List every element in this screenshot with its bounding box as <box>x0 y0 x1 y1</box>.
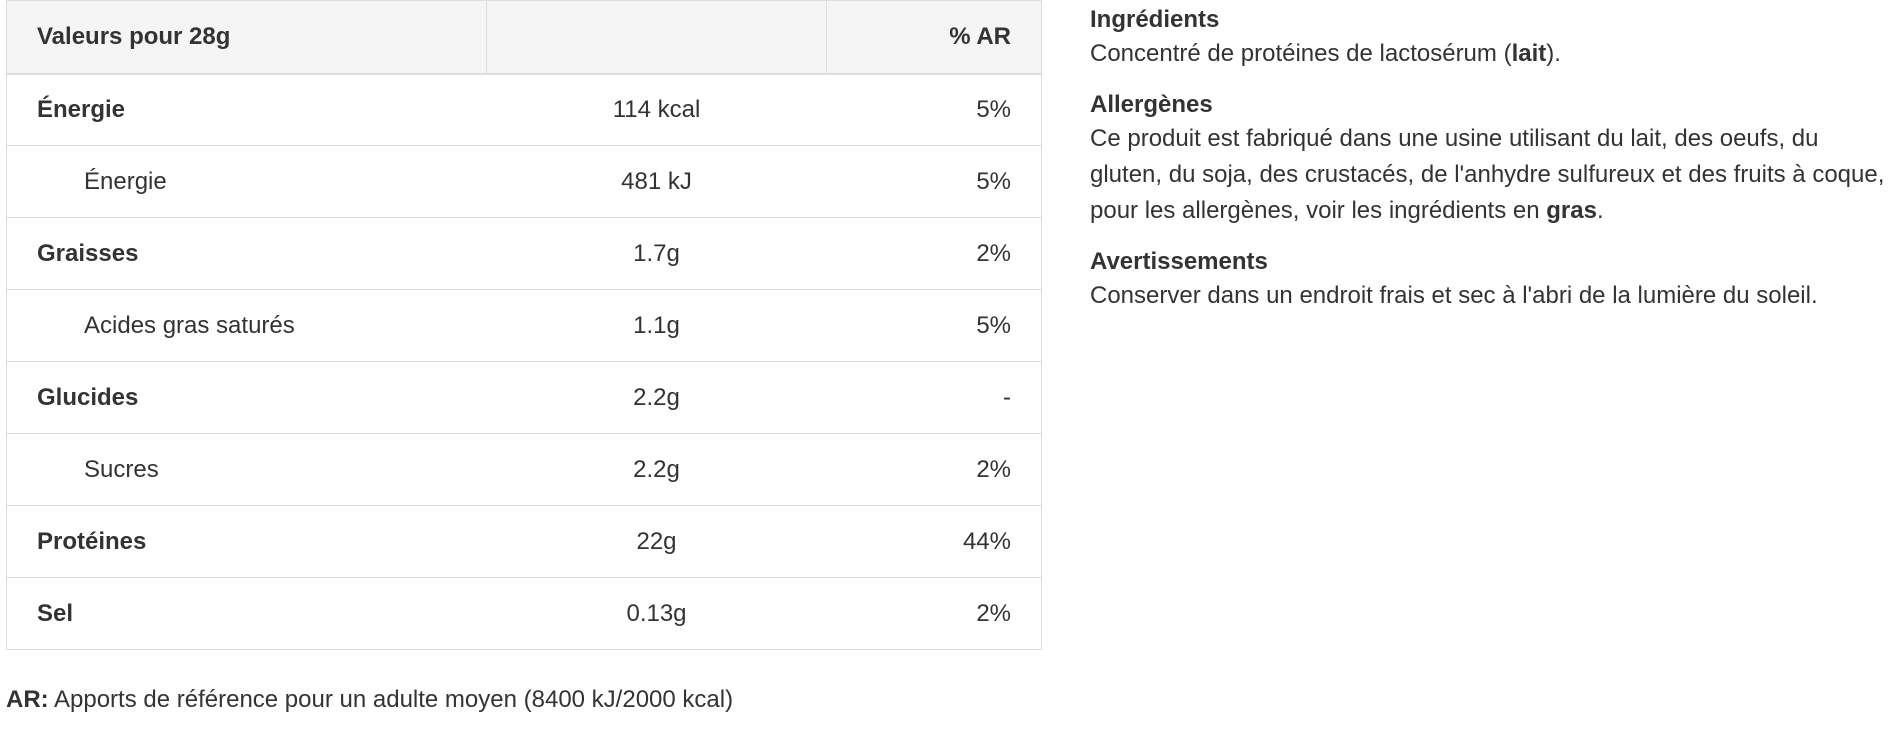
nutrient-percent-ar: 2% <box>826 217 1042 290</box>
allergens-text: Ce produit est fabriqué dans une usine u… <box>1090 121 1890 229</box>
nutrient-amount: 481 kJ <box>486 145 827 218</box>
nutrient-percent-ar: 2% <box>826 577 1042 650</box>
nutrient-amount: 2.2g <box>486 433 827 506</box>
table-body: Énergie 114 kcal 5% Énergie 481 kJ 5% Graisses… <box>6 73 1042 650</box>
nutrient-percent-ar: - <box>826 361 1042 434</box>
table-row: Énergie 114 kcal 5% <box>6 73 1042 146</box>
table-row: Acides gras saturés 1.1g 5% <box>6 289 1042 362</box>
header-amount <box>486 0 827 75</box>
nutrient-name: Sel <box>6 577 487 650</box>
ar-footnote: AR: Apports de référence pour un adulte … <box>6 686 733 714</box>
table-row: Glucides 2.2g - <box>6 361 1042 434</box>
table-row: Sucres 2.2g 2% <box>6 433 1042 506</box>
allergens-text-after: . <box>1596 197 1604 224</box>
nutrient-name: Acides gras saturés <box>6 289 487 362</box>
header-values-per: Valeurs pour 28g <box>6 0 487 75</box>
nutrient-amount: 2.2g <box>486 361 827 434</box>
allergens-text-before: Ce produit est fabriqué dans une usine u… <box>1090 125 1885 224</box>
warnings-title: Avertissements <box>1090 248 1268 275</box>
product-info-column: Ingrédients Concentré de protéines de la… <box>1090 4 1890 331</box>
nutrient-percent-ar: 44% <box>826 505 1042 578</box>
nutrient-name: Protéines <box>6 505 487 578</box>
ingredients-title: Ingrédients <box>1090 6 1220 33</box>
nutrient-percent-ar: 5% <box>826 73 1042 146</box>
nutrient-amount: 1.7g <box>486 217 827 290</box>
table-row: Énergie 481 kJ 5% <box>6 145 1042 218</box>
nutrient-name: Énergie <box>6 73 487 146</box>
header-percent-ar: % AR <box>826 0 1042 75</box>
table-row: Sel 0.13g 2% <box>6 577 1042 650</box>
nutrient-name: Sucres <box>6 433 487 506</box>
ingredients-allergen-bold: lait <box>1511 40 1547 67</box>
allergens-bold-word: gras <box>1546 197 1597 224</box>
nutrient-name: Graisses <box>6 217 487 290</box>
nutrient-amount: 0.13g <box>486 577 827 650</box>
warnings-text: Conserver dans un endroit frais et sec à… <box>1090 282 1818 309</box>
nutrient-percent-ar: 2% <box>826 433 1042 506</box>
table-header-row: Valeurs pour 28g % AR <box>6 0 1042 75</box>
footnote-label: AR: <box>6 686 49 713</box>
nutrient-name: Glucides <box>6 361 487 434</box>
table-row: Graisses 1.7g 2% <box>6 217 1042 290</box>
table-row: Protéines 22g 44% <box>6 505 1042 578</box>
ingredients-text-after: ). <box>1546 40 1561 67</box>
nutrition-table: Valeurs pour 28g % AR Énergie 114 kcal 5% É… <box>6 0 1042 650</box>
nutrient-percent-ar: 5% <box>826 289 1042 362</box>
nutrient-amount: 22g <box>486 505 827 578</box>
nutrient-name: Énergie <box>6 145 487 218</box>
allergens-title: Allergènes <box>1090 91 1213 118</box>
nutrient-percent-ar: 5% <box>826 145 1042 218</box>
footnote-text: Apports de référence pour un adulte moye… <box>48 686 734 713</box>
nutrient-amount: 1.1g <box>486 289 827 362</box>
ingredients-text-before: Concentré de protéines de lactosérum ( <box>1090 40 1512 67</box>
ingredients-text: Concentré de protéines de lactosérum (la… <box>1090 36 1890 72</box>
nutrient-amount: 114 kcal <box>486 73 827 146</box>
